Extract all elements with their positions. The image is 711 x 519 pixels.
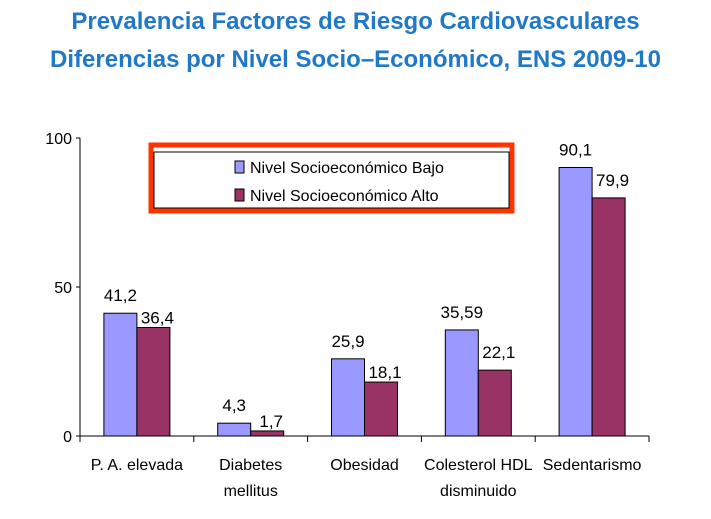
chart-title-line-2: Diferencias por Nivel Socio–Económico, E… bbox=[50, 46, 661, 73]
y-tick-label: 50 bbox=[54, 280, 72, 297]
x-tick-label: Sedentarismo bbox=[543, 457, 642, 474]
legend-highlight-box bbox=[148, 142, 515, 214]
x-tick-label: Colesterol HDL bbox=[424, 457, 533, 474]
data-label: 35,59 bbox=[441, 303, 484, 322]
y-tick-label: 0 bbox=[63, 429, 72, 446]
bar-alto bbox=[364, 381, 398, 437]
bar-bajo bbox=[331, 358, 365, 437]
data-label: 18,1 bbox=[368, 363, 401, 382]
bar-bajo bbox=[444, 329, 479, 437]
legend-swatch bbox=[234, 160, 245, 174]
bar-alto bbox=[477, 369, 512, 437]
data-label: 36,4 bbox=[141, 309, 174, 328]
data-label: 1,7 bbox=[259, 412, 283, 431]
legend-label: Nivel Socioeconómico Alto bbox=[250, 188, 439, 205]
x-tick-label: disminuido bbox=[440, 483, 517, 500]
bar-alto bbox=[591, 197, 626, 437]
bar-alto bbox=[250, 430, 285, 437]
x-tick-label: Obesidad bbox=[330, 457, 399, 474]
bar-bajo bbox=[103, 312, 138, 437]
legend-swatch bbox=[234, 188, 245, 202]
y-tick-label: 100 bbox=[45, 131, 72, 148]
legend bbox=[153, 151, 510, 209]
x-tick-label: mellitus bbox=[224, 483, 278, 500]
data-label: 4,3 bbox=[222, 396, 246, 415]
bar-bajo bbox=[558, 167, 593, 437]
data-label: 25,9 bbox=[331, 332, 364, 351]
x-tick-label: Diabetes bbox=[219, 457, 282, 474]
data-label: 41,2 bbox=[104, 286, 137, 305]
data-label: 79,9 bbox=[596, 171, 629, 190]
x-tick-label: P. A. elevada bbox=[91, 457, 183, 474]
data-label: 90,1 bbox=[559, 141, 592, 160]
bar-bajo bbox=[217, 422, 252, 437]
bar-alto bbox=[136, 327, 171, 437]
data-label: 22,1 bbox=[482, 343, 515, 362]
legend-label: Nivel Socioeconómico Bajo bbox=[250, 160, 444, 177]
chart-title-line-1: Prevalencia Factores de Riesgo Cardiovas… bbox=[71, 8, 640, 35]
